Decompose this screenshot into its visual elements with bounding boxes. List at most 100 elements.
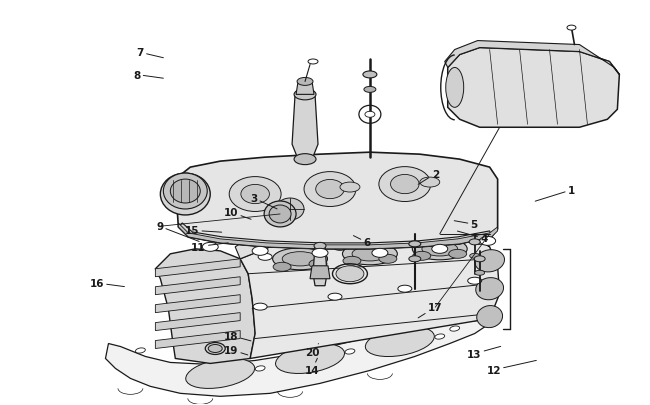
Ellipse shape <box>170 180 200 203</box>
Polygon shape <box>292 95 318 160</box>
Ellipse shape <box>273 263 291 272</box>
Ellipse shape <box>258 254 272 261</box>
Text: 4: 4 <box>458 232 488 244</box>
Ellipse shape <box>186 358 255 388</box>
Text: 17: 17 <box>418 303 443 318</box>
Ellipse shape <box>163 174 207 209</box>
Ellipse shape <box>474 271 485 275</box>
Ellipse shape <box>316 180 344 199</box>
Ellipse shape <box>297 78 313 86</box>
Text: 1: 1 <box>535 185 575 202</box>
Text: 19: 19 <box>224 345 248 355</box>
Ellipse shape <box>202 243 218 252</box>
Ellipse shape <box>435 334 445 339</box>
Polygon shape <box>178 224 491 249</box>
Ellipse shape <box>413 252 431 261</box>
Polygon shape <box>176 153 498 249</box>
Ellipse shape <box>469 239 480 245</box>
Ellipse shape <box>446 68 463 108</box>
Ellipse shape <box>474 256 485 262</box>
Polygon shape <box>155 249 255 364</box>
Ellipse shape <box>345 349 355 354</box>
Polygon shape <box>310 266 330 279</box>
Ellipse shape <box>480 237 496 246</box>
Text: 18: 18 <box>224 331 251 341</box>
Text: 13: 13 <box>467 347 500 359</box>
Ellipse shape <box>269 205 291 224</box>
Ellipse shape <box>276 198 304 220</box>
Ellipse shape <box>255 366 265 371</box>
Polygon shape <box>155 331 240 349</box>
Text: 16: 16 <box>90 278 124 288</box>
Text: 8: 8 <box>133 70 163 80</box>
Ellipse shape <box>333 244 347 251</box>
Text: 2: 2 <box>418 169 439 185</box>
Ellipse shape <box>468 277 482 285</box>
Ellipse shape <box>365 112 375 118</box>
Ellipse shape <box>241 185 269 204</box>
Ellipse shape <box>567 26 576 31</box>
Ellipse shape <box>391 175 419 194</box>
Ellipse shape <box>448 250 467 259</box>
Ellipse shape <box>476 306 502 328</box>
Ellipse shape <box>470 316 480 322</box>
Text: 14: 14 <box>305 358 319 375</box>
Ellipse shape <box>470 254 480 259</box>
Text: 9: 9 <box>156 222 199 242</box>
Ellipse shape <box>422 242 458 256</box>
Ellipse shape <box>432 245 448 254</box>
Ellipse shape <box>208 345 222 353</box>
Ellipse shape <box>282 252 318 266</box>
Ellipse shape <box>161 174 210 215</box>
Ellipse shape <box>365 327 434 357</box>
Text: 7: 7 <box>136 48 163 59</box>
Ellipse shape <box>412 238 467 260</box>
Text: 15: 15 <box>185 226 222 236</box>
Polygon shape <box>240 234 500 358</box>
Ellipse shape <box>264 202 296 227</box>
Text: 3: 3 <box>250 194 277 209</box>
Text: 5: 5 <box>454 220 478 230</box>
Ellipse shape <box>294 90 316 100</box>
Polygon shape <box>313 246 327 286</box>
Ellipse shape <box>343 257 361 266</box>
Text: 12: 12 <box>486 360 536 375</box>
Ellipse shape <box>450 326 460 331</box>
Polygon shape <box>296 82 314 95</box>
Polygon shape <box>178 224 498 249</box>
Ellipse shape <box>363 72 377 79</box>
Polygon shape <box>105 309 489 396</box>
Text: 11: 11 <box>191 242 228 252</box>
Polygon shape <box>448 49 619 128</box>
Text: 10: 10 <box>224 208 251 220</box>
Ellipse shape <box>379 167 431 202</box>
Ellipse shape <box>161 341 170 346</box>
Ellipse shape <box>420 178 440 188</box>
Ellipse shape <box>379 255 397 264</box>
Ellipse shape <box>314 243 326 250</box>
Ellipse shape <box>294 154 316 165</box>
Ellipse shape <box>312 249 328 258</box>
Ellipse shape <box>364 87 376 93</box>
Text: 20: 20 <box>305 344 319 357</box>
Polygon shape <box>155 313 240 331</box>
Polygon shape <box>155 259 240 277</box>
Ellipse shape <box>135 348 146 353</box>
Ellipse shape <box>252 247 268 256</box>
Ellipse shape <box>409 256 421 262</box>
Ellipse shape <box>328 294 342 301</box>
Ellipse shape <box>403 238 417 245</box>
Ellipse shape <box>476 278 504 300</box>
Ellipse shape <box>372 249 388 258</box>
Ellipse shape <box>304 172 356 207</box>
Ellipse shape <box>474 250 504 272</box>
Ellipse shape <box>229 177 281 212</box>
Ellipse shape <box>308 60 318 65</box>
Polygon shape <box>155 277 240 295</box>
Ellipse shape <box>343 243 397 265</box>
Ellipse shape <box>272 248 328 270</box>
Polygon shape <box>235 224 489 259</box>
Text: 6: 6 <box>354 236 370 248</box>
Ellipse shape <box>309 260 327 269</box>
Ellipse shape <box>398 286 412 292</box>
